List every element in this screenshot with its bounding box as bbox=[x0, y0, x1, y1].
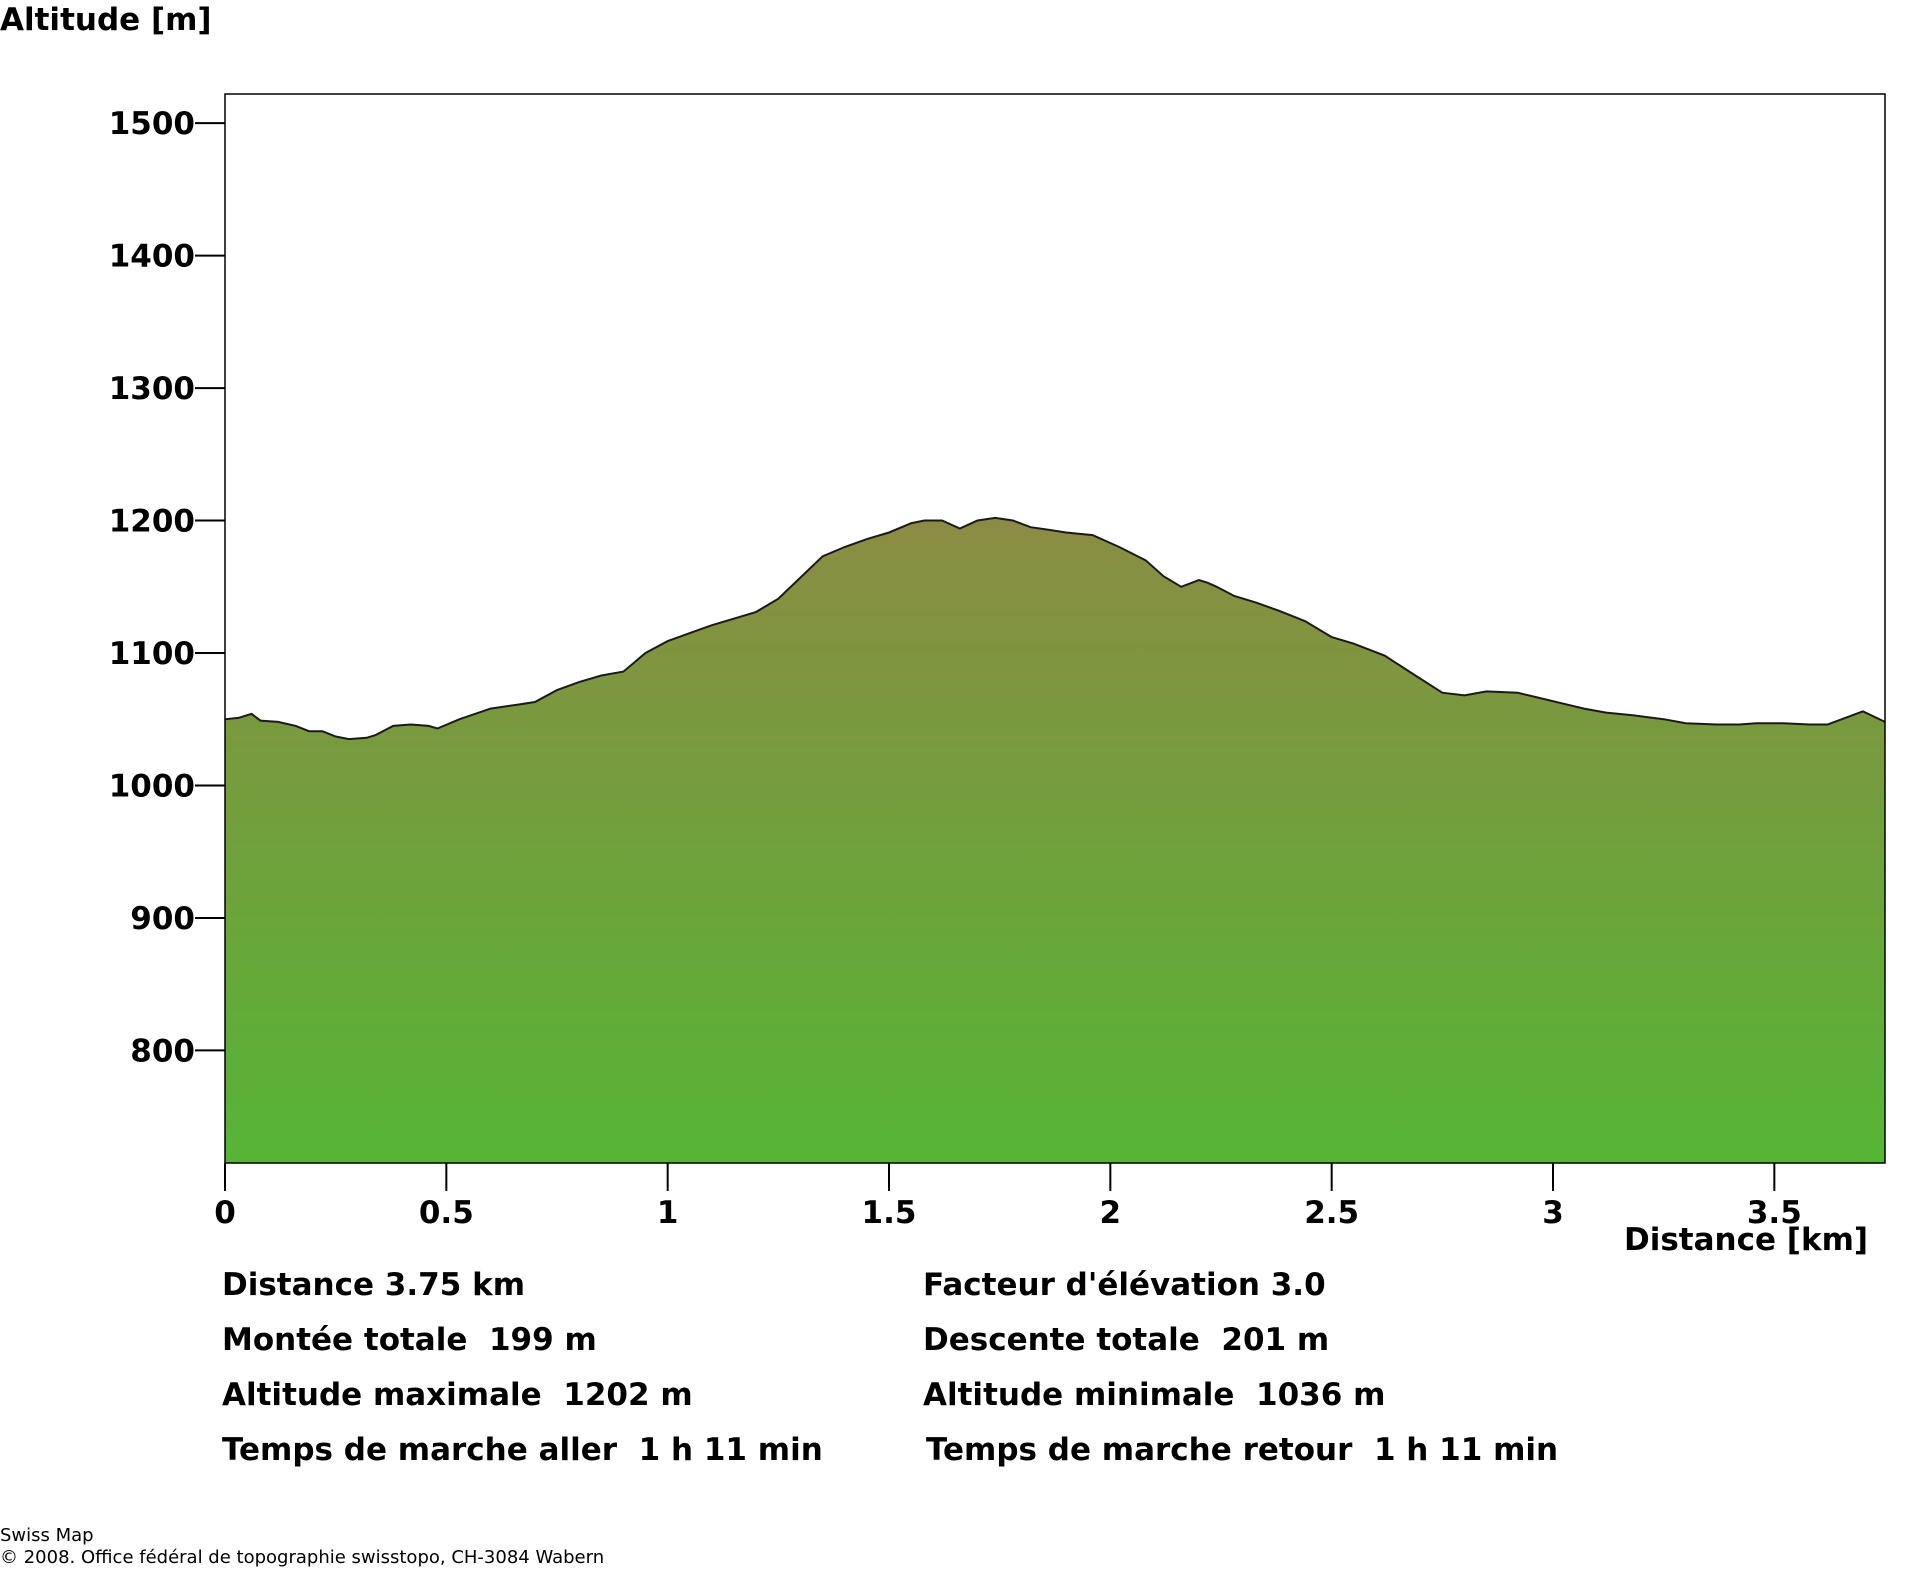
x-tick-label: 2 bbox=[1100, 1195, 1122, 1231]
y-tick-label: 1500 bbox=[109, 106, 195, 142]
y-axis-title: Altitude [m] bbox=[0, 2, 212, 38]
x-tick-label: 1 bbox=[657, 1195, 679, 1231]
y-tick-label: 1400 bbox=[109, 239, 195, 275]
footer-brand: Swiss Map bbox=[0, 1525, 94, 1546]
elevation-profile-chart: 1500 1400 1300 1200 1100 1000 900 800 0 0.5 1 1.5 2 2… bbox=[109, 93, 1886, 1231]
y-tick-label: 900 bbox=[130, 901, 195, 937]
y-tick-label: 1200 bbox=[109, 504, 195, 540]
x-tick-label: 1.5 bbox=[862, 1195, 917, 1231]
x-tick-label: 3 bbox=[1542, 1195, 1564, 1231]
x-axis-title: Distance [km] bbox=[1624, 1222, 1869, 1258]
stat-walk-time-out: Temps de marche aller 1 h 11 min bbox=[222, 1432, 823, 1468]
y-tick-label: 1300 bbox=[109, 371, 195, 407]
elevation-area bbox=[225, 517, 1885, 1163]
stat-elevation-factor: Facteur d'élévation 3.0 bbox=[923, 1267, 1326, 1303]
stat-distance: Distance 3.75 km bbox=[222, 1267, 526, 1303]
x-tick-label: 3.5 bbox=[1747, 1195, 1802, 1231]
stat-min-altitude: Altitude minimale 1036 m bbox=[923, 1377, 1386, 1413]
x-tick-label: 2.5 bbox=[1304, 1195, 1359, 1231]
stat-max-altitude: Altitude maximale 1202 m bbox=[222, 1377, 693, 1413]
x-tick-label: 0.5 bbox=[419, 1195, 474, 1231]
x-tick-label: 0 bbox=[214, 1195, 236, 1231]
stat-total-descent: Descente totale 201 m bbox=[923, 1322, 1330, 1358]
y-tick-label: 800 bbox=[130, 1033, 195, 1069]
y-tick-label: 1000 bbox=[109, 768, 195, 804]
plot-frame bbox=[224, 93, 1886, 1164]
stat-total-ascent: Montée totale 199 m bbox=[222, 1322, 597, 1358]
footer-copyright: © 2008. Office fédéral de topographie sw… bbox=[0, 1547, 605, 1568]
elevation-line bbox=[224, 516, 1886, 741]
y-tick-label: 1100 bbox=[109, 636, 195, 672]
stat-walk-time-back: Temps de marche retour 1 h 11 min bbox=[926, 1432, 1559, 1468]
